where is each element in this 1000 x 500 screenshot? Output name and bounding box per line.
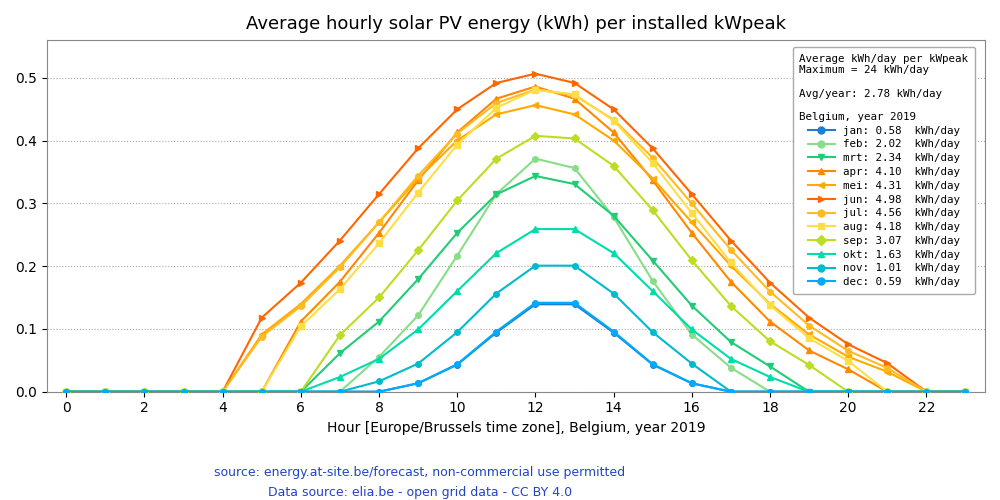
- Legend: jan: 0.58  kWh/day, feb: 2.02  kWh/day, mrt: 2.34  kWh/day, apr: 4.10  kWh/day, : jan: 0.58 kWh/day, feb: 2.02 kWh/day, mr…: [793, 48, 975, 294]
- Text: source: energy.at-site.be/forecast, non-commercial use permitted: source: energy.at-site.be/forecast, non-…: [214, 466, 626, 479]
- Text: Data source: elia.be - open grid data - CC BY 4.0: Data source: elia.be - open grid data - …: [268, 486, 572, 499]
- X-axis label: Hour [Europe/Brussels time zone], Belgium, year 2019: Hour [Europe/Brussels time zone], Belgiu…: [327, 421, 705, 435]
- Title: Average hourly solar PV energy (kWh) per installed kWpeak: Average hourly solar PV energy (kWh) per…: [246, 15, 786, 33]
